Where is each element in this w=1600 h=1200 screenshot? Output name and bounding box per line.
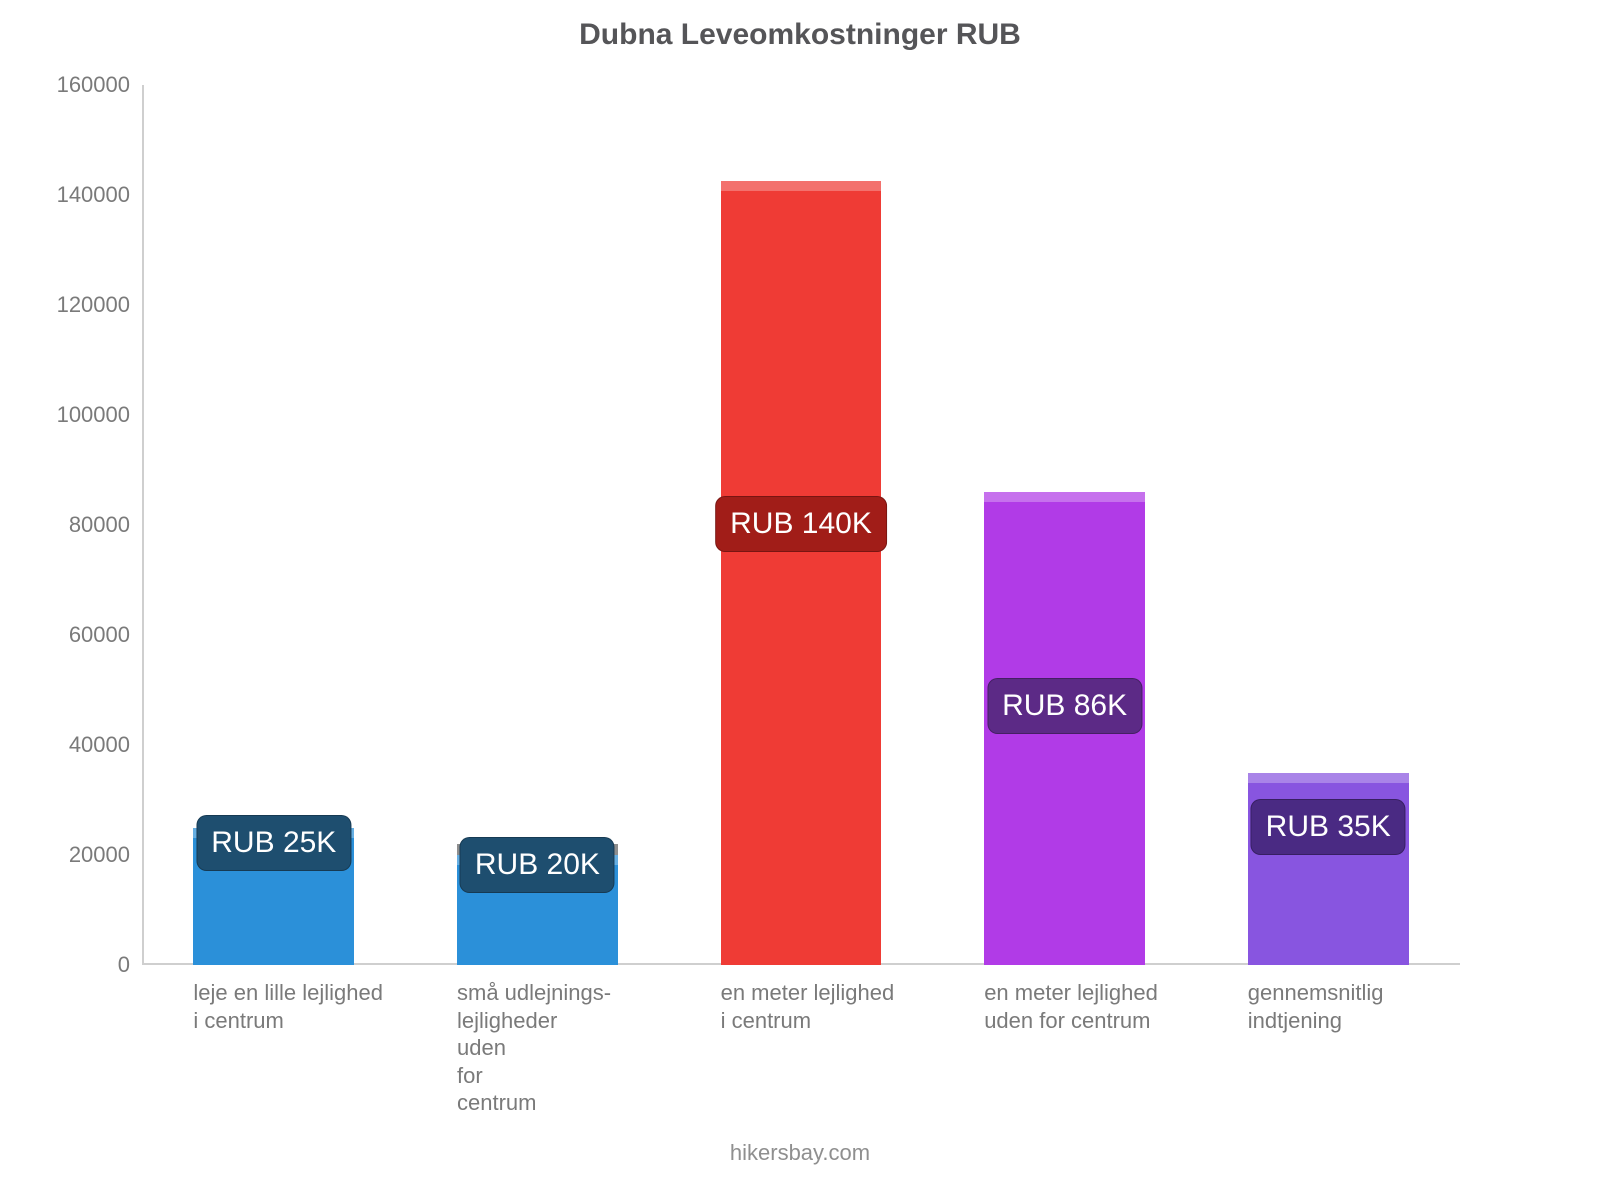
y-tick-label: 100000 — [30, 402, 130, 428]
x-category-label-line: en meter lejlighed — [721, 979, 954, 1007]
value-badge: RUB 20K — [460, 837, 615, 893]
x-category-label-line: gennemsnitlig — [1248, 979, 1481, 1007]
x-category-label: små udlejnings-lejlighederudenforcentrum — [457, 979, 690, 1117]
value-badge: RUB 25K — [196, 815, 351, 871]
y-tick-label: 140000 — [30, 182, 130, 208]
x-category-label: en meter lejligheduden for centrum — [984, 979, 1217, 1034]
x-category-label-line: centrum — [457, 1089, 690, 1117]
x-category-label: en meter lejlighedi centrum — [721, 979, 954, 1034]
value-badge: RUB 35K — [1251, 799, 1406, 855]
y-tick-label: 160000 — [30, 72, 130, 98]
y-tick-label: 0 — [30, 952, 130, 978]
y-tick-label: 80000 — [30, 512, 130, 538]
credit-text: hikersbay.com — [0, 1140, 1600, 1166]
x-category-label-line: i centrum — [721, 1007, 954, 1035]
chart-area: 0 20000 40000 60000 80000 100000 120000 140000 1… — [0, 0, 1600, 1200]
y-tick-label: 60000 — [30, 622, 130, 648]
x-category-label-line: leje en lille lejlighed — [193, 979, 426, 1007]
x-category-label-line: uden — [457, 1034, 690, 1062]
x-category-label-line: i centrum — [193, 1007, 426, 1035]
value-badge: RUB 86K — [987, 678, 1142, 734]
y-tick-label: 20000 — [30, 842, 130, 868]
bar-highlight — [984, 492, 1145, 502]
plot-area: 0200004000060000800001000001200001400001… — [110, 85, 1460, 965]
value-badge: RUB 140K — [715, 496, 887, 552]
x-category-label: gennemsnitligindtjening — [1248, 979, 1481, 1034]
x-category-label-line: for — [457, 1062, 690, 1090]
y-axis — [142, 85, 144, 965]
x-category-label: leje en lille lejlighedi centrum — [193, 979, 426, 1034]
bar — [721, 181, 882, 965]
x-category-label-line: en meter lejlighed — [984, 979, 1217, 1007]
y-tick-label: 120000 — [30, 292, 130, 318]
x-category-label-line: uden for centrum — [984, 1007, 1217, 1035]
y-tick-label: 40000 — [30, 732, 130, 758]
x-category-label-line: indtjening — [1248, 1007, 1481, 1035]
bar-highlight — [721, 181, 882, 191]
x-category-label-line: små udlejnings-lejligheder — [457, 979, 690, 1034]
bar-highlight — [1248, 773, 1409, 783]
